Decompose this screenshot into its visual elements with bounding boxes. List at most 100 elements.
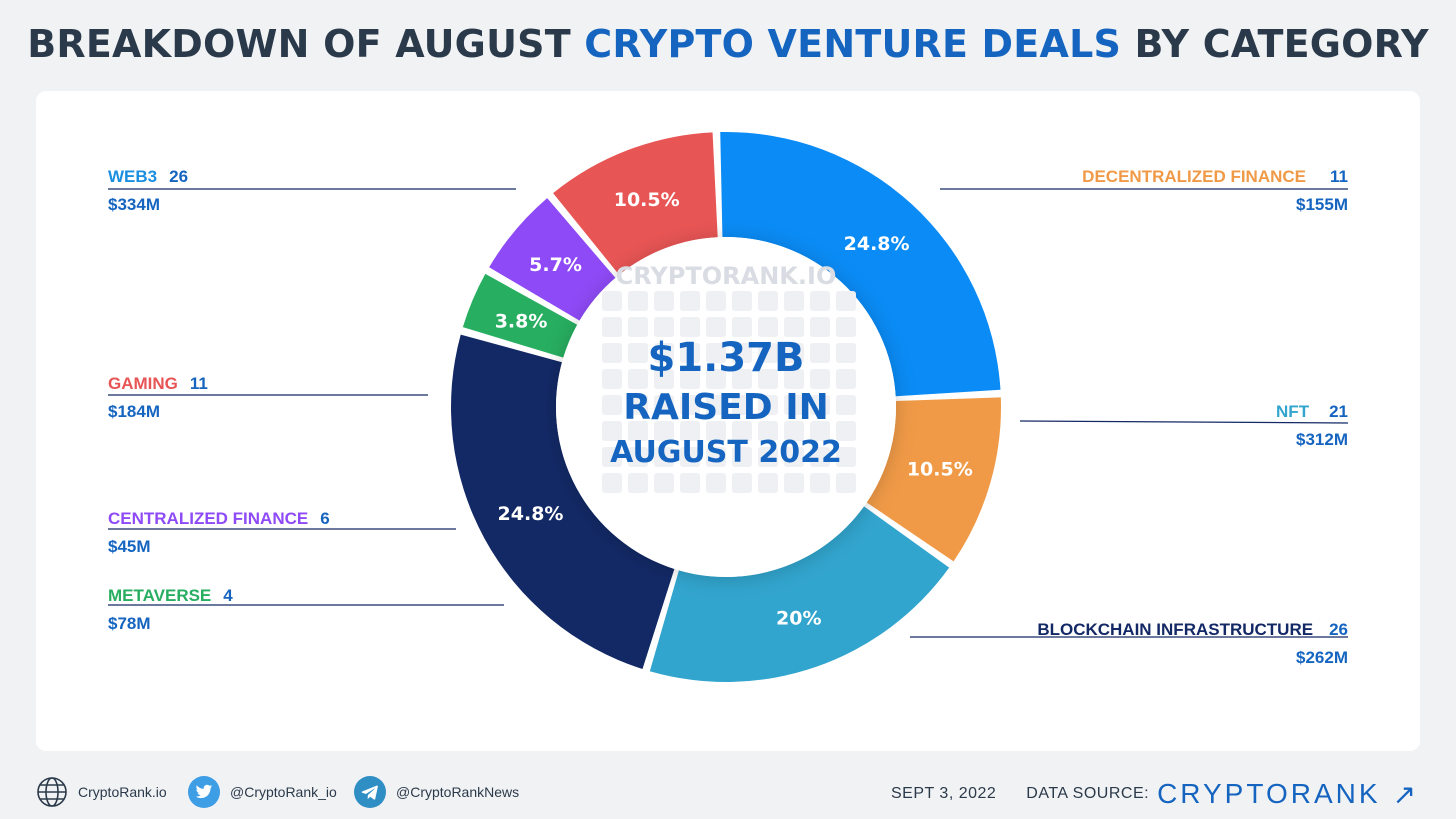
- watermark-cell: [784, 395, 804, 415]
- donut-slices: [450, 132, 1001, 682]
- footer-website-text: CryptoRank.io: [78, 784, 167, 800]
- watermark-grid: [602, 291, 856, 493]
- data-source-label: DATA SOURCE:: [1026, 785, 1150, 802]
- center-line3: AUGUST 2022: [610, 435, 842, 470]
- label-infra-count: 26: [1329, 620, 1348, 639]
- label-gaming-amount: $184M: [108, 402, 160, 421]
- slice-gaming: [553, 132, 718, 275]
- watermark-cell: [654, 317, 674, 337]
- data-source-brand[interactable]: CRYPTORANK: [1157, 778, 1381, 809]
- watermark-cell: [654, 473, 674, 493]
- watermark-cell: [758, 447, 778, 467]
- watermark-cell: [732, 291, 752, 311]
- watermark-cell: [628, 447, 648, 467]
- footer-telegram[interactable]: @CryptoRankNews: [354, 776, 519, 808]
- external-link-arrow-icon[interactable]: ↗: [1392, 778, 1416, 810]
- slice-centralized-finance: [489, 198, 616, 321]
- watermark-cell: [758, 473, 778, 493]
- title-part1: BREAKDOWN OF AUGUST: [27, 22, 585, 66]
- percent-label-web3: 24.8%: [844, 233, 910, 255]
- slice-metaverse: [462, 273, 578, 358]
- label-defi-name: DECENTRALIZED FINANCE: [1082, 167, 1307, 186]
- chart-card: 24.8% 10.5% 20% 24.8% 3.8% 5.7% 10.5% CRYPTORA…: [36, 91, 1420, 751]
- watermark-cell: [732, 395, 752, 415]
- label-defi-amount: $155M: [1296, 195, 1348, 214]
- watermark-cell: [784, 421, 804, 441]
- watermark-cell: [810, 317, 830, 337]
- watermark-cell: [732, 473, 752, 493]
- footer-date: SEPT 3, 2022: [890, 785, 997, 802]
- label-web3: WEB3 26 $334M: [108, 167, 188, 215]
- watermark-cell: [784, 317, 804, 337]
- watermark-cell: [784, 447, 804, 467]
- watermark-cell: [810, 421, 830, 441]
- watermark-cell: [654, 395, 674, 415]
- watermark-cell: [680, 369, 700, 389]
- watermark-cell: [810, 473, 830, 493]
- watermark-cell: [758, 369, 778, 389]
- watermark-cell: [654, 291, 674, 311]
- globe-icon: [36, 776, 68, 808]
- watermark-cell: [836, 369, 856, 389]
- label-infra: BLOCKCHAIN INFRASTRUCTURE 26 $262M: [1037, 620, 1348, 668]
- center-line2: RAISED IN: [623, 387, 828, 428]
- leader-lines: [108, 188, 1349, 638]
- twitter-icon: [188, 776, 220, 808]
- watermark-cell: [732, 343, 752, 363]
- watermark-cell: [784, 473, 804, 493]
- label-gaming-count: 11: [189, 374, 208, 393]
- watermark-cell: [680, 395, 700, 415]
- watermark-cell: [706, 447, 726, 467]
- watermark-cell: [602, 447, 622, 467]
- footer-telegram-text: @CryptoRankNews: [396, 784, 520, 800]
- watermark-cell: [602, 395, 622, 415]
- watermark-cell: [758, 317, 778, 337]
- watermark-cell: [654, 369, 674, 389]
- watermark-cell: [836, 395, 856, 415]
- label-metaverse-count: 4: [223, 586, 233, 605]
- slice-nft: [649, 506, 950, 682]
- watermark-cell: [602, 291, 622, 311]
- watermark-cell: [654, 421, 674, 441]
- watermark-cell: [810, 447, 830, 467]
- watermark-cell: [836, 447, 856, 467]
- watermark-cell: [732, 369, 752, 389]
- label-cefi: CENTRALIZED FINANCE 6 $45M: [108, 509, 330, 557]
- watermark-cell: [706, 369, 726, 389]
- label-cefi-name: CENTRALIZED FINANCE: [108, 509, 309, 528]
- watermark-cell: [628, 395, 648, 415]
- percent-label-blockchain-infrastructure: 24.8%: [498, 503, 564, 525]
- footer-datasource: SEPT 3, 2022 DATA SOURCE: CRYPTORANK ↗: [891, 776, 1416, 812]
- footer-twitter[interactable]: @CryptoRank_io: [188, 776, 337, 808]
- watermark-cell: [680, 473, 700, 493]
- watermark-cell: [706, 343, 726, 363]
- label-gaming-name: GAMING: [108, 374, 178, 393]
- percent-label-nft: 20%: [776, 607, 821, 629]
- label-cefi-amount: $45M: [108, 537, 151, 556]
- label-web3-name: WEB3: [108, 167, 158, 186]
- watermark-cell: [758, 395, 778, 415]
- watermark-cell: [758, 291, 778, 311]
- watermark-cell: [810, 395, 830, 415]
- watermark-cell: [836, 421, 856, 441]
- label-defi: DECENTRALIZED FINANCE 11 $155M: [1082, 167, 1348, 215]
- footer-twitter-text: @CryptoRank_io: [230, 784, 337, 800]
- watermark-cell: [810, 369, 830, 389]
- percent-label-gaming: 10.5%: [614, 189, 680, 211]
- label-metaverse: METAVERSE 4 $78M: [108, 586, 233, 634]
- watermark-cell: [680, 447, 700, 467]
- watermark-cell: [706, 395, 726, 415]
- percent-label-decentralized-finance: 10.5%: [907, 459, 973, 481]
- watermark-cell: [784, 291, 804, 311]
- watermark-cell: [602, 421, 622, 441]
- watermark-cell: [836, 473, 856, 493]
- watermark-cell: [654, 343, 674, 363]
- slice-blockchain-infrastructure: [450, 334, 675, 670]
- watermark-cell: [628, 369, 648, 389]
- watermark-cell: [706, 473, 726, 493]
- footer-website[interactable]: CryptoRank.io: [36, 776, 167, 808]
- label-web3-amount: $334M: [108, 195, 160, 214]
- watermark-cell: [732, 447, 752, 467]
- watermark-cell: [680, 343, 700, 363]
- watermark-cell: [836, 317, 856, 337]
